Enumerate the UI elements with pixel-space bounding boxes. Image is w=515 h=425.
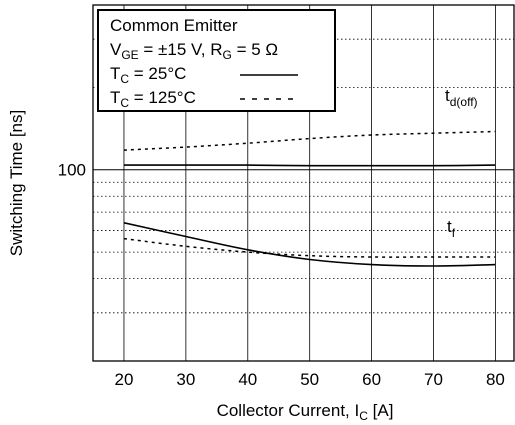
x-tick-label: 20 [114, 370, 133, 389]
series-line-doff-125c [123, 130, 496, 151]
legend-title: Common Emitter [110, 16, 238, 35]
plot-frame [92, 4, 515, 362]
x-tick-label: 40 [238, 370, 257, 389]
y-tick-label: 100 [58, 161, 86, 180]
x-tick-label: 30 [176, 370, 195, 389]
y-axis-label: Switching Time [ns] [7, 110, 26, 256]
x-tick-label: 80 [486, 370, 505, 389]
y-tick-labels: 100 [58, 161, 86, 180]
x-tick-label: 60 [362, 370, 381, 389]
annotation-td-off: td(off) [445, 86, 478, 109]
annotation-tf: tf [447, 217, 456, 240]
legend: Common Emitter VGE = ±15 V, RG = 5 Ω TC … [97, 9, 336, 112]
legend-entry-125c: TC = 125°C [110, 88, 196, 110]
legend-entry-25c: TC = 25°C [110, 64, 186, 86]
legend-box [97, 9, 336, 112]
x-tick-label: 50 [300, 370, 319, 389]
series-line-doff-25c [124, 164, 496, 167]
x-axis-label: Collector Current, IC [A] [217, 401, 394, 423]
series-lines [123, 130, 496, 267]
series-line-f-125c [123, 237, 496, 258]
x-tick-label: 70 [424, 370, 443, 389]
x-tick-labels: 20 30 40 50 60 70 80 [114, 370, 504, 389]
legend-conditions: VGE = ±15 V, RG = 5 Ω [110, 40, 278, 62]
series-line-f-25c [123, 222, 496, 267]
